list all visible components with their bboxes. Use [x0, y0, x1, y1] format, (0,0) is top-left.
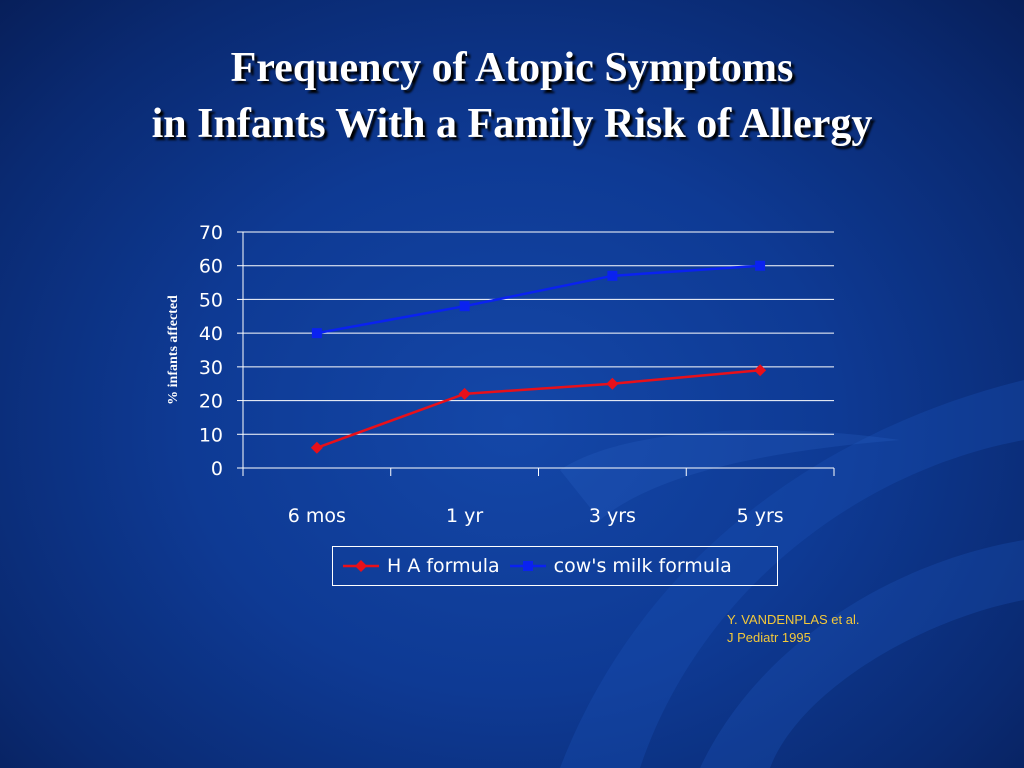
legend-marker-square-icon	[509, 561, 546, 571]
data-point-diamond	[606, 377, 619, 390]
y-tick-label: 60	[199, 256, 223, 278]
legend-item-cows-milk-formula: cow's milk formula	[508, 555, 732, 577]
data-point-square	[607, 270, 618, 281]
x-tick-label: 3 yrs	[589, 505, 636, 527]
title-line-2: in Infants With a Family Risk of Allergy	[151, 101, 873, 147]
legend-label-cows-milk-formula: cow's milk formula	[553, 555, 732, 577]
x-tick-label: 5 yrs	[737, 505, 784, 527]
legend-marker-diamond-icon	[343, 560, 379, 572]
y-tick-label: 0	[211, 458, 223, 480]
chart-legend: H A formula cow's milk formula	[332, 546, 778, 586]
y-tick-label: 20	[199, 391, 223, 413]
citation-journal: J Pediatr 1995	[727, 630, 811, 645]
series-line-1	[316, 264, 761, 335]
legend-label-ha-formula: H A formula	[387, 555, 500, 577]
data-point-square	[459, 301, 470, 312]
citation: Y. VANDENPLAS et al. J Pediatr 1995	[727, 611, 859, 647]
title-line-1: Frequency of Atopic Symptoms	[230, 45, 794, 91]
y-tick-label: 50	[199, 289, 223, 311]
legend-item-ha-formula: H A formula	[341, 555, 500, 577]
y-tick-label: 40	[199, 323, 223, 345]
slide-title: Frequency of Atopic Symptoms in Infants …	[0, 40, 1024, 152]
y-axis-label: % infants affected	[166, 295, 181, 405]
data-point-square	[311, 328, 322, 339]
data-point-diamond	[458, 387, 471, 400]
data-point-square	[755, 260, 766, 271]
y-tick-label: 10	[199, 424, 223, 446]
y-tick-label: 70	[199, 222, 223, 244]
citation-authors: Y. VANDENPLAS et al.	[727, 612, 860, 627]
data-point-diamond	[310, 441, 323, 454]
x-tick-label: 1 yr	[446, 505, 483, 527]
series-line-0	[316, 368, 761, 449]
y-tick-label: 30	[199, 357, 223, 379]
data-point-diamond	[754, 364, 767, 377]
x-tick-label: 6 mos	[288, 505, 346, 527]
